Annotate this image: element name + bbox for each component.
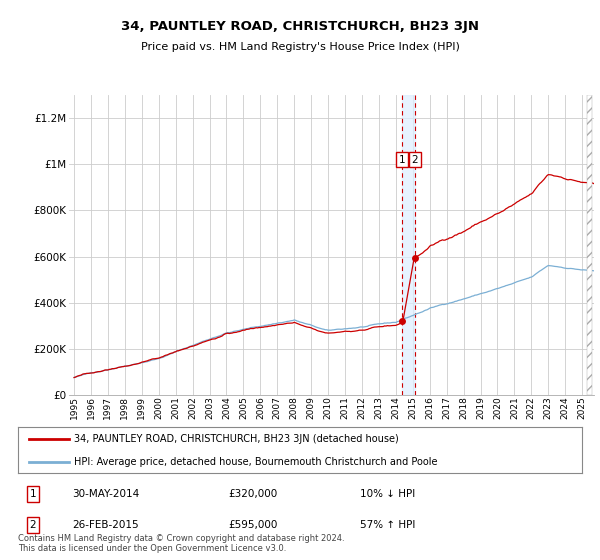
- Text: Price paid vs. HM Land Registry's House Price Index (HPI): Price paid vs. HM Land Registry's House …: [140, 42, 460, 52]
- Text: Contains HM Land Registry data © Crown copyright and database right 2024.
This d: Contains HM Land Registry data © Crown c…: [18, 534, 344, 553]
- Text: £320,000: £320,000: [228, 489, 277, 499]
- Text: 30-MAY-2014: 30-MAY-2014: [72, 489, 139, 499]
- Bar: [402, 95, 415, 395]
- Text: 34, PAUNTLEY ROAD, CHRISTCHURCH, BH23 3JN (detached house): 34, PAUNTLEY ROAD, CHRISTCHURCH, BH23 3J…: [74, 434, 399, 444]
- Text: 57% ↑ HPI: 57% ↑ HPI: [360, 520, 415, 530]
- Text: 34, PAUNTLEY ROAD, CHRISTCHURCH, BH23 3JN: 34, PAUNTLEY ROAD, CHRISTCHURCH, BH23 3J…: [121, 20, 479, 32]
- Text: HPI: Average price, detached house, Bournemouth Christchurch and Poole: HPI: Average price, detached house, Bour…: [74, 457, 438, 466]
- Text: 2: 2: [412, 155, 418, 165]
- Text: £595,000: £595,000: [228, 520, 277, 530]
- Text: 10% ↓ HPI: 10% ↓ HPI: [360, 489, 415, 499]
- Text: 26-FEB-2015: 26-FEB-2015: [72, 520, 139, 530]
- Text: 1: 1: [29, 489, 37, 499]
- Text: 1: 1: [399, 155, 406, 165]
- Text: 2: 2: [29, 520, 37, 530]
